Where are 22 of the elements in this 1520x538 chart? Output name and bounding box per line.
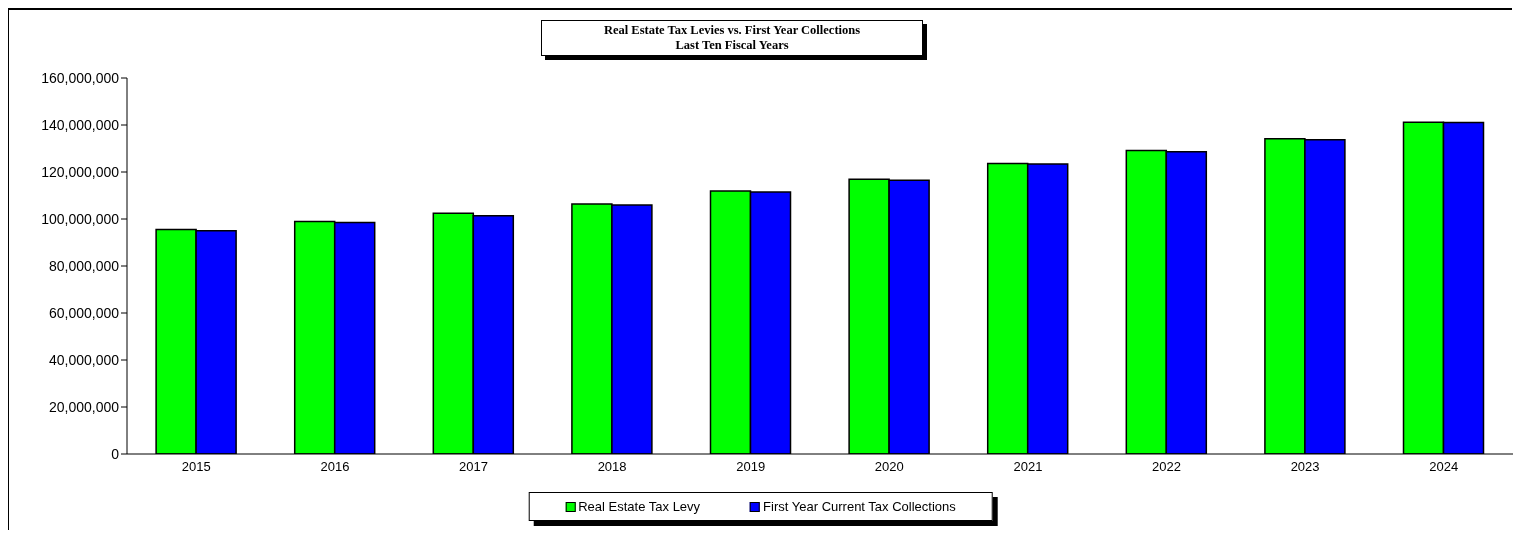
y-tick-label: 40,000,000 (48, 351, 120, 368)
legend-label: First Year Current Tax Collections (762, 499, 956, 514)
y-tick-label: 0 (111, 445, 120, 462)
x-tick-label: 2019 (736, 459, 766, 475)
x-tick-label: 2022 (1152, 459, 1181, 475)
y-tick-label: 160,000,000 (41, 69, 120, 86)
x-tick-label: 2016 (320, 459, 350, 475)
x-tick-label: 2021 (1013, 459, 1043, 475)
y-tick-label: 80,000,000 (48, 257, 120, 274)
y-tick-label: 140,000,000 (41, 116, 120, 133)
legend-label: Real Estate Tax Levy (577, 499, 701, 514)
x-tick-label: 2024 (1429, 459, 1459, 475)
y-tick-label: 20,000,000 (48, 398, 120, 415)
y-tick-label: 100,000,000 (41, 210, 120, 227)
chart-title: Real Estate Tax Levies vs. First Year Collections Last Ten Fiscal Years (542, 23, 922, 53)
y-tick-label: 120,000,000 (41, 163, 120, 180)
x-tick-label: 2020 (874, 459, 904, 475)
x-tick-label: 2018 (597, 459, 627, 475)
x-tick-label: 2023 (1290, 459, 1320, 475)
x-tick-label: 2017 (459, 459, 488, 475)
x-tick-label: 2015 (181, 459, 211, 475)
y-tick-label: 60,000,000 (48, 304, 120, 321)
